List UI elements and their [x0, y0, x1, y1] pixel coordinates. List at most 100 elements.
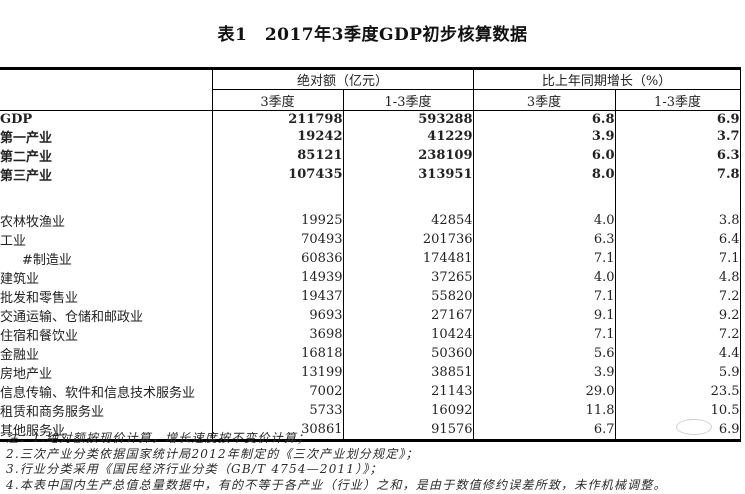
subheader-q3-growth: 3季度 [472, 89, 616, 111]
value-q3-abs: 19925 [211, 211, 343, 230]
value-q1-3-abs: 313951 [342, 165, 474, 184]
row-label: 第一产业 [0, 131, 53, 146]
value-q1-3-abs: 201736 [342, 230, 474, 249]
value-q1-3-growth: 4.8 [614, 268, 741, 287]
value-q1-3-abs: 174481 [342, 249, 474, 268]
value-q1-3-growth: 7.1 [614, 249, 741, 268]
value-q3-abs: 16818 [211, 344, 343, 363]
row-label: 农林牧渔业 [0, 215, 66, 230]
value-q3-abs: 60836 [211, 249, 343, 268]
value-q3-growth: 6.8 [472, 110, 616, 127]
header-sub-row: 3季度 1-3季度 3季度 1-3季度 [0, 89, 741, 111]
row-label: 房地产业 [0, 367, 53, 382]
value-q3-abs: 7002 [211, 382, 343, 401]
value-q1-3-growth: 6.9 [614, 110, 741, 127]
value-q1-3-abs: 37265 [342, 268, 474, 287]
value-q1-3-growth: 23.5 [614, 382, 741, 401]
table-row-wholesale-retail: 批发和零售业 19437 55820 7.1 7.2 [0, 287, 741, 306]
value-q1-3-abs: 10424 [342, 325, 474, 344]
value-q1-3-growth: 7.2 [614, 287, 741, 306]
value-q1-3-abs: 27167 [342, 306, 474, 325]
value-q3-abs: 85121 [211, 146, 343, 165]
table-row-finance: 金融业 16818 50360 5.6 4.4 [0, 344, 741, 363]
note-line: 4.本表中国内生产总值总量数据中，有的不等于各产业（行业）之和，是由于数值修约误… [6, 477, 667, 492]
value-q1-3-growth: 4.4 [614, 344, 741, 363]
row-label: 金融业 [0, 348, 40, 363]
header-group-row: 绝对额（亿元） 比上年同期增长（%） [0, 68, 741, 111]
row-label: 交通运输、仓储和邮政业 [0, 310, 144, 325]
table-row-real-estate: 房地产业 13199 38851 3.9 5.9 [0, 363, 741, 382]
value-q1-3-growth: 5.9 [614, 363, 741, 382]
table-row-farming: 农林牧渔业 19925 42854 4.0 3.8 [0, 211, 741, 230]
row-label: GDP [0, 111, 33, 127]
value-q3-growth: 3.9 [472, 363, 616, 382]
value-q1-3-abs: 55820 [342, 287, 474, 306]
table-row-information-technology: 信息传输、软件和信息技术服务业 7002 21143 29.0 23.5 [0, 382, 741, 401]
value-q1-3-growth: 7.8 [614, 165, 741, 184]
page-title: 表1 2017年3季度GDP初步核算数据 [217, 25, 528, 45]
row-label: 信息传输、软件和信息技术服务业 [0, 386, 196, 401]
value-q1-3-abs: 50360 [342, 344, 474, 363]
note-line: 3.行业分类采用《国民经济行业分类（GB/T 4754—2011）》； [6, 462, 383, 476]
row-label: #制造业 [22, 253, 72, 268]
value-q3-growth: 7.1 [472, 287, 616, 306]
subheader-q3-abs: 3季度 [211, 89, 343, 111]
row-label: 批发和零售业 [0, 291, 79, 306]
row-label: 第三产业 [0, 169, 53, 184]
table-row-transport-storage-post: 交通运输、仓储和邮政业 9693 27167 9.1 9.2 [0, 306, 741, 325]
value-q1-3-abs: 593288 [342, 110, 474, 127]
header-absolute-amount: 绝对额（亿元） [211, 68, 474, 90]
value-q3-abs: 5733 [211, 401, 343, 420]
value-q3-growth: 7.1 [472, 325, 616, 344]
value-q1-3-abs: 21143 [342, 382, 474, 401]
table-row-leasing-business-services: 租赁和商务服务业 5733 16092 11.8 10.5 [0, 401, 741, 420]
value-q3-abs: 107435 [211, 165, 343, 184]
row-label: 第二产业 [0, 150, 53, 165]
value-q1-3-growth: 3.7 [614, 127, 741, 146]
subheader-q1-3-abs: 1-3季度 [342, 89, 474, 111]
value-q3-growth: 6.7 [472, 420, 616, 441]
spacer-row [0, 184, 741, 211]
table-row-primary-industry: 第一产业 19242 41229 3.9 3.7 [0, 127, 741, 146]
subheader-q1-3-growth: 1-3季度 [614, 89, 741, 111]
value-q1-3-abs: 41229 [342, 127, 474, 146]
value-q1-3-growth: 6.4 [614, 230, 741, 249]
value-q3-abs: 9693 [211, 306, 343, 325]
watermark-blob [676, 419, 712, 435]
header-yoy-growth: 比上年同期增长（%） [472, 68, 741, 90]
header-corner-cell [0, 68, 213, 111]
value-q1-3-abs: 16092 [342, 401, 474, 420]
table-row-construction: 建筑业 14939 37265 4.0 4.8 [0, 268, 741, 287]
note-line: 注：1.绝对额按现价计算，增长速度按不变价计算； [6, 431, 311, 445]
value-q1-3-abs: 91576 [342, 420, 474, 441]
value-q3-growth: 29.0 [472, 382, 616, 401]
value-q1-3-growth: 3.8 [614, 211, 741, 230]
value-q1-3-growth: 9.2 [614, 306, 741, 325]
value-q3-growth: 4.0 [472, 211, 616, 230]
table-row-gdp: GDP 211798 593288 6.8 6.9 [0, 110, 741, 127]
value-q3-abs: 211798 [211, 110, 343, 127]
value-q3-abs: 14939 [211, 268, 343, 287]
value-q1-3-abs: 42854 [342, 211, 474, 230]
value-q3-growth: 8.0 [472, 165, 616, 184]
value-q3-abs: 3698 [211, 325, 343, 344]
value-q1-3-abs: 38851 [342, 363, 474, 382]
gdp-table: 绝对额（亿元） 比上年同期增长（%） 3季度 1-3季度 3季度 1-3季度 G… [0, 67, 741, 442]
value-q3-abs: 70493 [211, 230, 343, 249]
table-row-hotel-catering: 住宿和餐饮业 3698 10424 7.1 7.2 [0, 325, 741, 344]
row-label: 建筑业 [0, 272, 40, 287]
table-row-industry: 工业 70493 201736 6.3 6.4 [0, 230, 741, 249]
value-q3-growth: 7.1 [472, 249, 616, 268]
row-label: 工业 [0, 234, 27, 249]
value-q3-growth: 9.1 [472, 306, 616, 325]
table-row-secondary-industry: 第二产业 85121 238109 6.0 6.3 [0, 146, 741, 165]
value-q3-abs: 19242 [211, 127, 343, 146]
value-q3-growth: 5.6 [472, 344, 616, 363]
value-q1-3-growth: 6.3 [614, 146, 741, 165]
table-notes: 注：1.绝对额按现价计算，增长速度按不变价计算； 2.三次产业分类依据国家统计局… [6, 431, 741, 493]
value-q1-3-abs: 238109 [342, 146, 474, 165]
value-q3-growth: 3.9 [472, 127, 616, 146]
value-q3-abs: 30861 [211, 420, 343, 441]
value-q1-3-growth: 7.2 [614, 325, 741, 344]
